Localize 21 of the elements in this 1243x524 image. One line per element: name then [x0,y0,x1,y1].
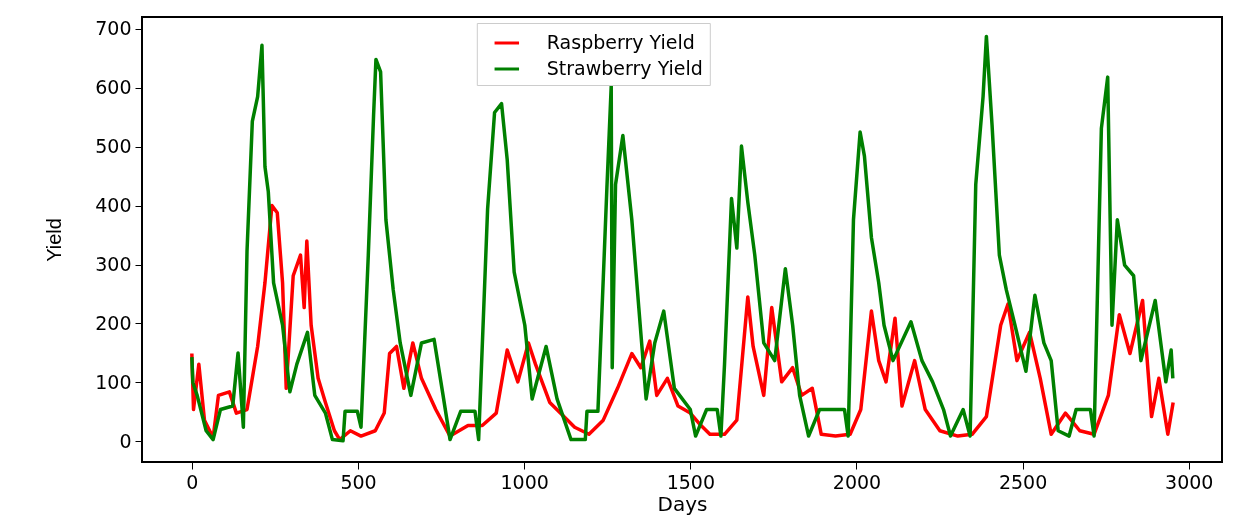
line-series [190,203,1175,442]
y-tick-label: 300 [95,253,132,276]
y-tick-label: 600 [95,76,132,99]
y-tick-label: 500 [95,135,132,158]
y-axis-title: Yield [43,218,66,262]
x-tick-label: 2000 [832,470,882,493]
x-tick-label: 3000 [1165,470,1214,493]
y-tick-label: 700 [95,17,132,40]
x-tick-label: 500 [340,470,377,493]
x-tick-label: 1500 [666,470,715,493]
y-tick-label: 100 [95,370,132,393]
y-tick-label: 200 [95,311,132,334]
legend-label: Strawberry Yield [546,57,703,79]
y-tick-label: 400 [95,194,132,217]
line-series [190,34,1175,443]
y-tick-label: 0 [119,429,132,452]
x-tick-label: 1000 [500,470,549,493]
x-axis-title: Days [657,491,708,516]
legend-label: Raspberry Yield [546,31,695,53]
x-tick-label: 2500 [998,470,1048,493]
x-tick-label: 0 [186,470,199,493]
